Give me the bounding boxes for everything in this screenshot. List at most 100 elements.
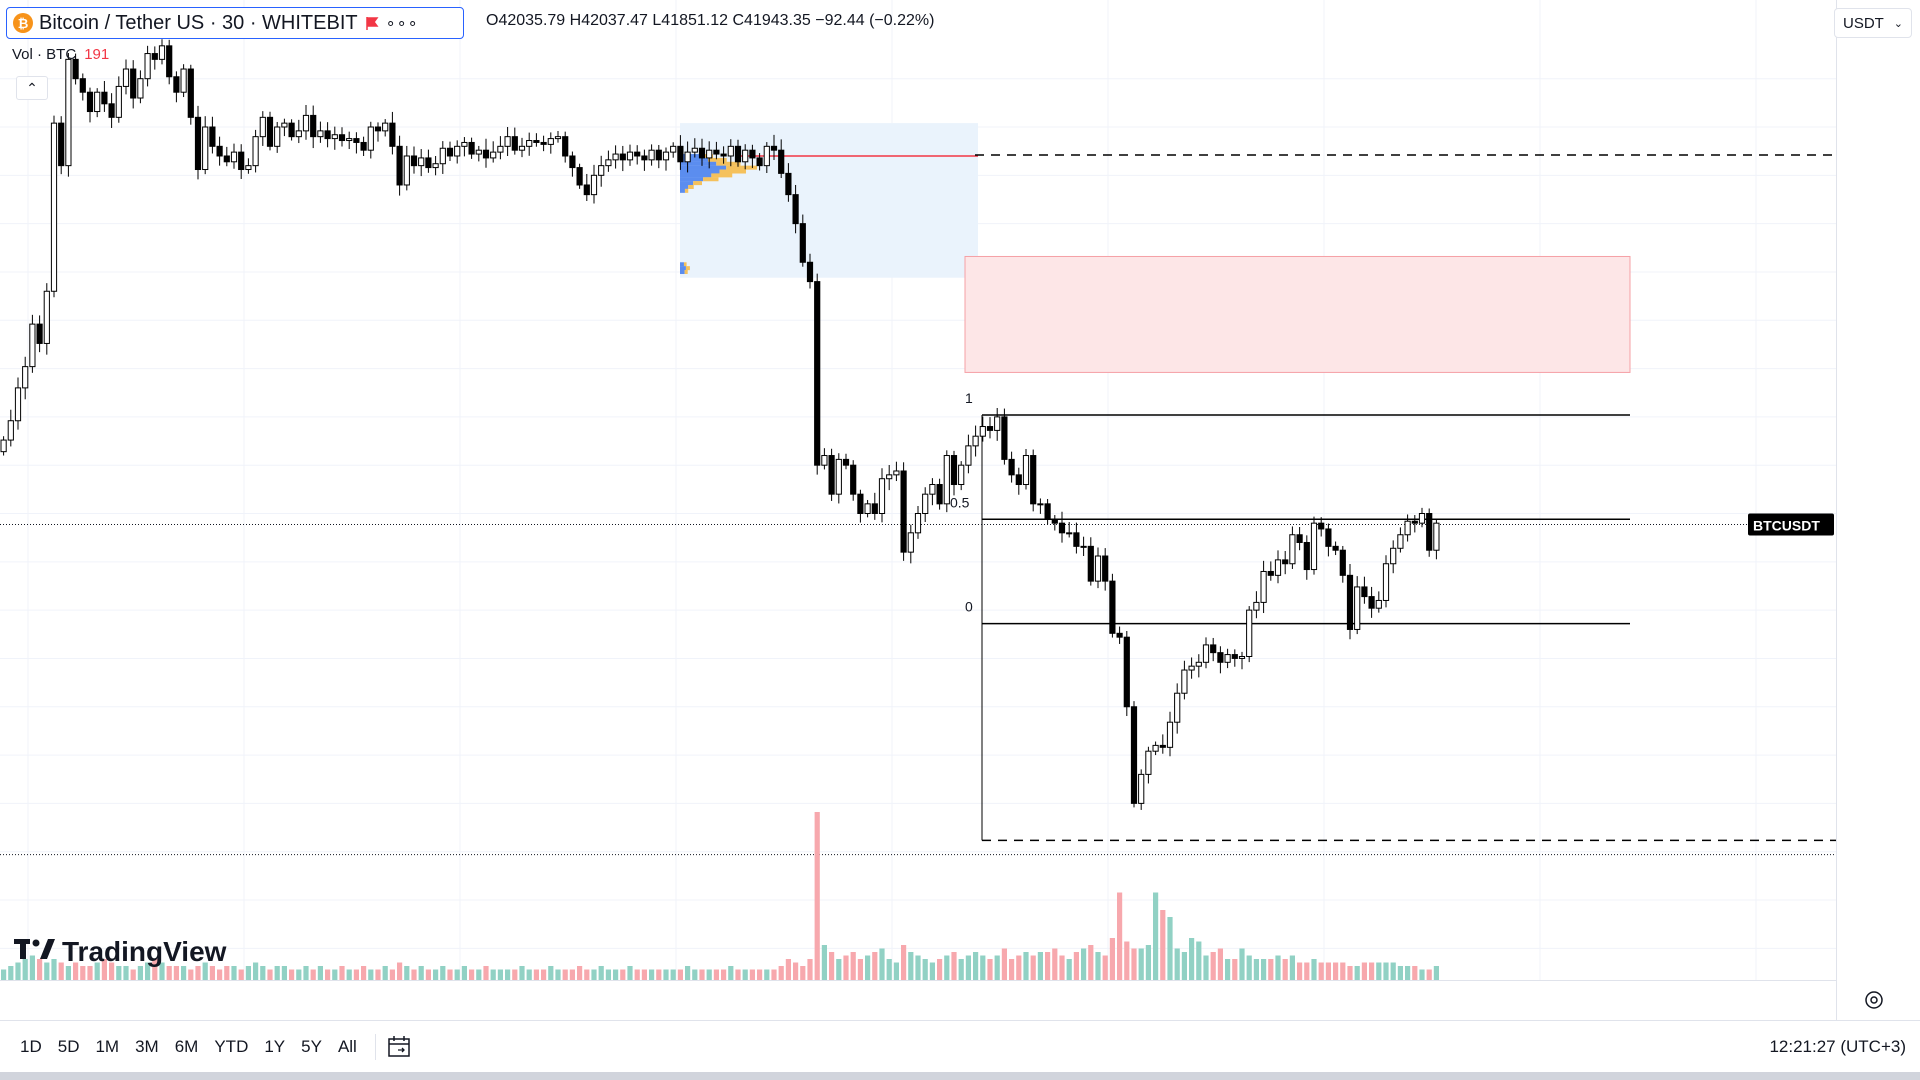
candle-body[interactable] xyxy=(86,91,94,113)
candle-body[interactable] xyxy=(346,138,353,142)
candle-body[interactable] xyxy=(382,122,389,132)
candle-body[interactable] xyxy=(1015,474,1022,486)
candle-body[interactable] xyxy=(317,130,324,138)
candle-body[interactable] xyxy=(50,122,58,292)
candle-body[interactable] xyxy=(468,141,475,155)
candle-body[interactable] xyxy=(936,484,943,505)
candle-body[interactable] xyxy=(778,149,785,174)
candle-body[interactable] xyxy=(425,157,432,169)
candle-body[interactable] xyxy=(1274,559,1282,576)
candle-body[interactable] xyxy=(763,145,770,167)
candle-body[interactable] xyxy=(302,114,310,132)
candle-body[interactable] xyxy=(151,53,158,60)
candle-body[interactable] xyxy=(850,464,857,495)
candle-body[interactable] xyxy=(1397,534,1404,549)
candle-body[interactable] xyxy=(396,145,403,186)
candle-body[interactable] xyxy=(720,153,727,157)
candle-body[interactable] xyxy=(1404,520,1411,536)
candle-body[interactable] xyxy=(101,91,108,105)
symbol-legend[interactable]: ₿ Bitcoin / Tether US · 30 · WHITEBIT ∘∘… xyxy=(6,7,464,39)
flag-icon[interactable] xyxy=(364,15,380,31)
candle-body[interactable] xyxy=(1310,522,1318,571)
supply-zone-rect[interactable] xyxy=(964,255,1631,373)
candle-body[interactable] xyxy=(1217,652,1224,663)
collapse-legend-button[interactable]: ⌃ xyxy=(16,76,48,100)
range-button-1y[interactable]: 1Y xyxy=(264,1036,286,1056)
candle-body[interactable] xyxy=(742,149,749,163)
candle-body[interactable] xyxy=(238,151,245,171)
candle-body[interactable] xyxy=(864,503,871,514)
candle-body[interactable] xyxy=(216,145,223,157)
candle-body[interactable] xyxy=(360,141,367,151)
range-button-3m[interactable]: 3M xyxy=(135,1036,159,1056)
candle-body[interactable] xyxy=(799,223,806,263)
candle-body[interactable] xyxy=(1289,534,1296,565)
candle-body[interactable] xyxy=(1102,555,1109,582)
candle-body[interactable] xyxy=(1260,570,1267,603)
candle-body[interactable] xyxy=(482,149,490,159)
candle-body[interactable] xyxy=(569,155,576,169)
candle-body[interactable] xyxy=(986,426,994,431)
candle-body[interactable] xyxy=(490,151,497,159)
candle-body[interactable] xyxy=(72,58,79,80)
candle-body[interactable] xyxy=(245,165,252,171)
candle-body[interactable] xyxy=(94,91,101,113)
candle-body[interactable] xyxy=(403,155,410,186)
candle-body[interactable] xyxy=(353,138,360,143)
candle-body[interactable] xyxy=(1375,599,1382,609)
range-button-all[interactable]: All xyxy=(337,1036,357,1056)
candle-body[interactable] xyxy=(626,151,634,161)
candle-body[interactable] xyxy=(1418,513,1426,524)
candle-body[interactable] xyxy=(1138,773,1145,804)
candle-body[interactable] xyxy=(972,435,979,447)
candle-body[interactable] xyxy=(914,513,922,534)
candle-body[interactable] xyxy=(223,155,230,163)
candle-body[interactable] xyxy=(14,387,22,422)
candle-body[interactable] xyxy=(202,126,209,171)
candle-body[interactable] xyxy=(274,126,281,147)
candle-body[interactable] xyxy=(994,416,1001,431)
candle-body[interactable] xyxy=(1354,586,1361,630)
candle-body[interactable] xyxy=(605,159,612,167)
candle-body[interactable] xyxy=(1152,744,1159,752)
candle-body[interactable] xyxy=(576,167,583,186)
candle-body[interactable] xyxy=(511,136,518,151)
candle-body[interactable] xyxy=(1411,520,1418,524)
candle-body[interactable] xyxy=(0,439,7,453)
candle-body[interactable] xyxy=(1159,744,1166,748)
candle-body[interactable] xyxy=(194,116,202,171)
candle-body[interactable] xyxy=(1109,580,1116,634)
candle-body[interactable] xyxy=(842,458,850,466)
candle-body[interactable] xyxy=(1210,644,1217,654)
candle-body[interactable] xyxy=(338,134,346,142)
candle-body[interactable] xyxy=(886,474,893,480)
candle-body[interactable] xyxy=(1231,654,1238,659)
candle-body[interactable] xyxy=(1058,522,1066,534)
price-axis[interactable] xyxy=(1836,0,1920,1020)
candle-body[interactable] xyxy=(115,85,122,118)
candle-body[interactable] xyxy=(698,147,706,159)
candle-body[interactable] xyxy=(173,76,180,93)
candle-body[interactable] xyxy=(389,122,396,147)
candle-body[interactable] xyxy=(706,149,713,159)
candle-body[interactable] xyxy=(749,149,756,159)
candle-body[interactable] xyxy=(295,130,302,138)
candle-body[interactable] xyxy=(1030,455,1037,505)
candle-body[interactable] xyxy=(1022,455,1030,486)
candle-body[interactable] xyxy=(713,149,720,155)
candle-body[interactable] xyxy=(367,126,374,151)
candle-body[interactable] xyxy=(857,493,864,514)
candle-body[interactable] xyxy=(950,455,958,486)
candle-body[interactable] xyxy=(583,184,590,196)
candle-body[interactable] xyxy=(1303,541,1310,571)
candle-body[interactable] xyxy=(814,281,821,466)
candle-body[interactable] xyxy=(619,153,626,161)
candle-body[interactable] xyxy=(943,455,950,505)
symbol-title[interactable]: Bitcoin / Tether US · 30 · WHITEBIT xyxy=(39,11,358,34)
candle-body[interactable] xyxy=(1368,596,1375,609)
candle-body[interactable] xyxy=(454,145,461,157)
candle-body[interactable] xyxy=(1382,563,1390,601)
candle-body[interactable] xyxy=(187,68,194,118)
candle-body[interactable] xyxy=(907,532,914,553)
candle-body[interactable] xyxy=(1037,503,1044,506)
